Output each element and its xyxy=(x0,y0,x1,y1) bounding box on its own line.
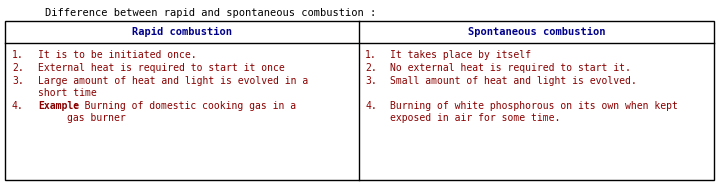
Text: 2.: 2. xyxy=(365,63,377,73)
Text: 1.: 1. xyxy=(365,50,377,60)
Text: Large amount of heat and light is evolved in a
short time: Large amount of heat and light is evolve… xyxy=(38,76,308,98)
Text: 3.: 3. xyxy=(365,76,377,86)
Text: Example: Example xyxy=(38,101,79,111)
Text: Rapid combustion: Rapid combustion xyxy=(132,27,232,37)
Text: : Burning of domestic cooking gas in a
gas burner: : Burning of domestic cooking gas in a g… xyxy=(67,101,296,123)
Bar xyxy=(5,21,714,180)
Text: 4.: 4. xyxy=(12,101,24,111)
Text: It is to be initiated once.: It is to be initiated once. xyxy=(38,50,196,60)
Text: 4.: 4. xyxy=(365,101,377,111)
Text: 1.: 1. xyxy=(12,50,24,60)
Text: 3.: 3. xyxy=(12,76,24,86)
Text: External heat is required to start it once: External heat is required to start it on… xyxy=(38,63,285,73)
Text: It takes place by itself: It takes place by itself xyxy=(390,50,531,60)
Text: Burning of white phosphorous on its own when kept
exposed in air for some time.: Burning of white phosphorous on its own … xyxy=(390,101,678,123)
Text: No external heat is required to start it.: No external heat is required to start it… xyxy=(390,63,631,73)
Text: Small amount of heat and light is evolved.: Small amount of heat and light is evolve… xyxy=(390,76,637,86)
Text: 2.: 2. xyxy=(12,63,24,73)
Text: Spontaneous combustion: Spontaneous combustion xyxy=(468,27,605,37)
Text: Difference between rapid and spontaneous combustion :: Difference between rapid and spontaneous… xyxy=(45,8,376,18)
